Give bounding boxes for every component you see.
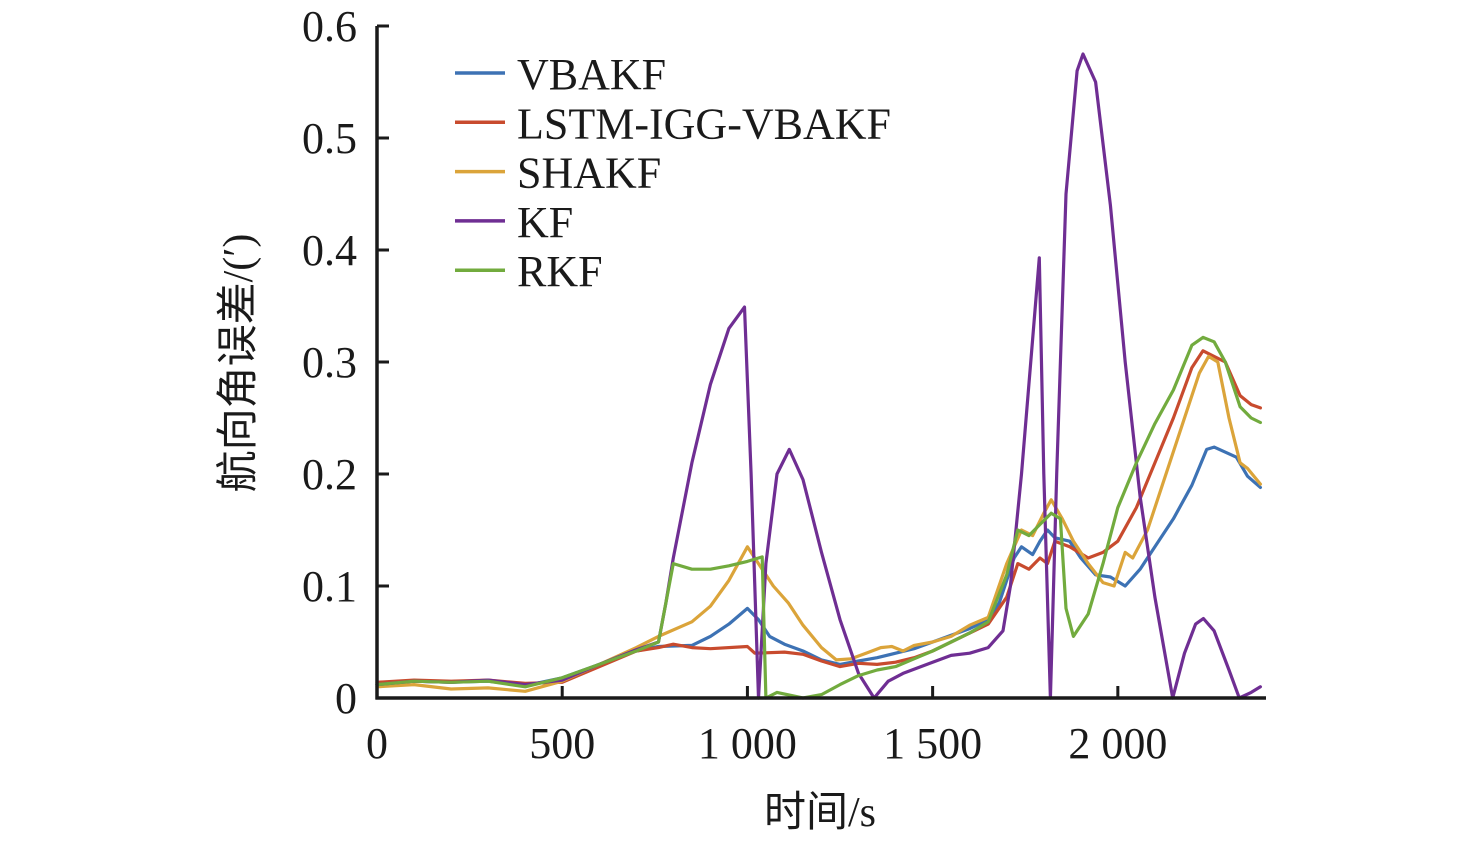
y-tick-label: 0.3 xyxy=(302,338,357,387)
y-ticks: 0 0.1 0.2 0.3 0.4 0.5 0.6 xyxy=(302,2,389,723)
y-axis-title: 航向角误差/(′) xyxy=(215,234,262,493)
legend-label: SHAKF xyxy=(517,149,661,198)
legend-item: VBAKF xyxy=(455,50,666,99)
legend-label: VBAKF xyxy=(517,50,666,99)
x-axis-title: 时间/s xyxy=(764,790,876,836)
y-tick-label: 0.6 xyxy=(302,2,357,51)
legend-item: SHAKF xyxy=(455,149,661,198)
series-line-rkf xyxy=(375,335,1262,700)
y-tick-label: 0.5 xyxy=(302,114,357,163)
x-tick-label: 500 xyxy=(529,719,595,768)
axes: 0 0.1 0.2 0.3 0.4 0.5 0.6 0 500 1 000 1 500 2 000 xyxy=(302,2,1266,768)
y-tick-label: 0 xyxy=(335,674,357,723)
legend-item: LSTM-IGG-VBAKF xyxy=(455,99,891,148)
legend-label: KF xyxy=(517,198,573,247)
series-layer xyxy=(375,52,1262,700)
series-line-shakf xyxy=(375,354,1262,693)
x-tick-label: 2 000 xyxy=(1068,719,1167,768)
y-tick-label: 0.2 xyxy=(302,450,357,499)
legend-item: RKF xyxy=(455,247,603,296)
y-tick-label: 0.4 xyxy=(302,226,357,275)
series-line-kf xyxy=(375,52,1262,700)
legend-label: RKF xyxy=(517,247,603,296)
legend-label: LSTM-IGG-VBAKF xyxy=(517,99,891,148)
legend-item: KF xyxy=(455,198,573,247)
x-ticks: 0 500 1 000 1 500 2 000 xyxy=(366,686,1167,768)
x-tick-label: 1 000 xyxy=(698,719,797,768)
x-tick-label: 0 xyxy=(366,719,388,768)
y-tick-label: 0.1 xyxy=(302,562,357,611)
x-tick-label: 1 500 xyxy=(883,719,982,768)
